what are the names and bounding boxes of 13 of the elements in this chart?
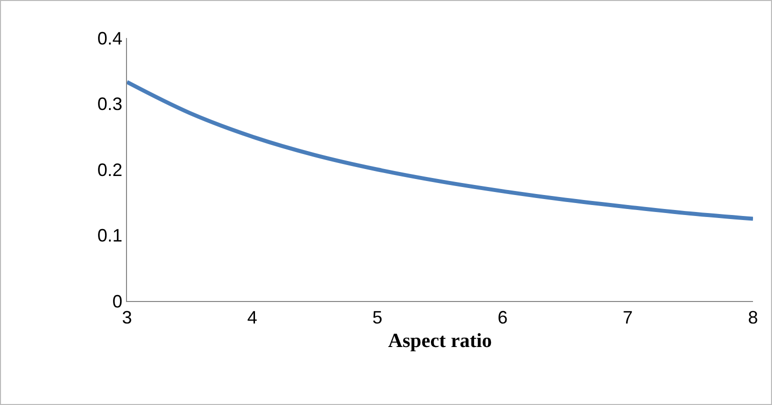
x-tick-label: 7 — [622, 308, 633, 328]
line-series — [127, 80, 753, 221]
x-tick-label: 3 — [122, 308, 132, 328]
x-axis-title: Aspect ratio — [388, 330, 492, 352]
x-tick-label: 6 — [498, 308, 508, 328]
y-tick-label: 0.1 — [97, 226, 122, 246]
y-tick-label: 0.2 — [97, 160, 122, 180]
x-tick-label: 5 — [372, 308, 382, 328]
y-tick-label: 0.4 — [97, 28, 122, 48]
x-tick-label: 4 — [247, 308, 258, 328]
x-tick-label: 8 — [748, 308, 758, 328]
y-tick-label: 0 — [112, 291, 122, 312]
y-tick-label: 0.3 — [97, 94, 122, 114]
